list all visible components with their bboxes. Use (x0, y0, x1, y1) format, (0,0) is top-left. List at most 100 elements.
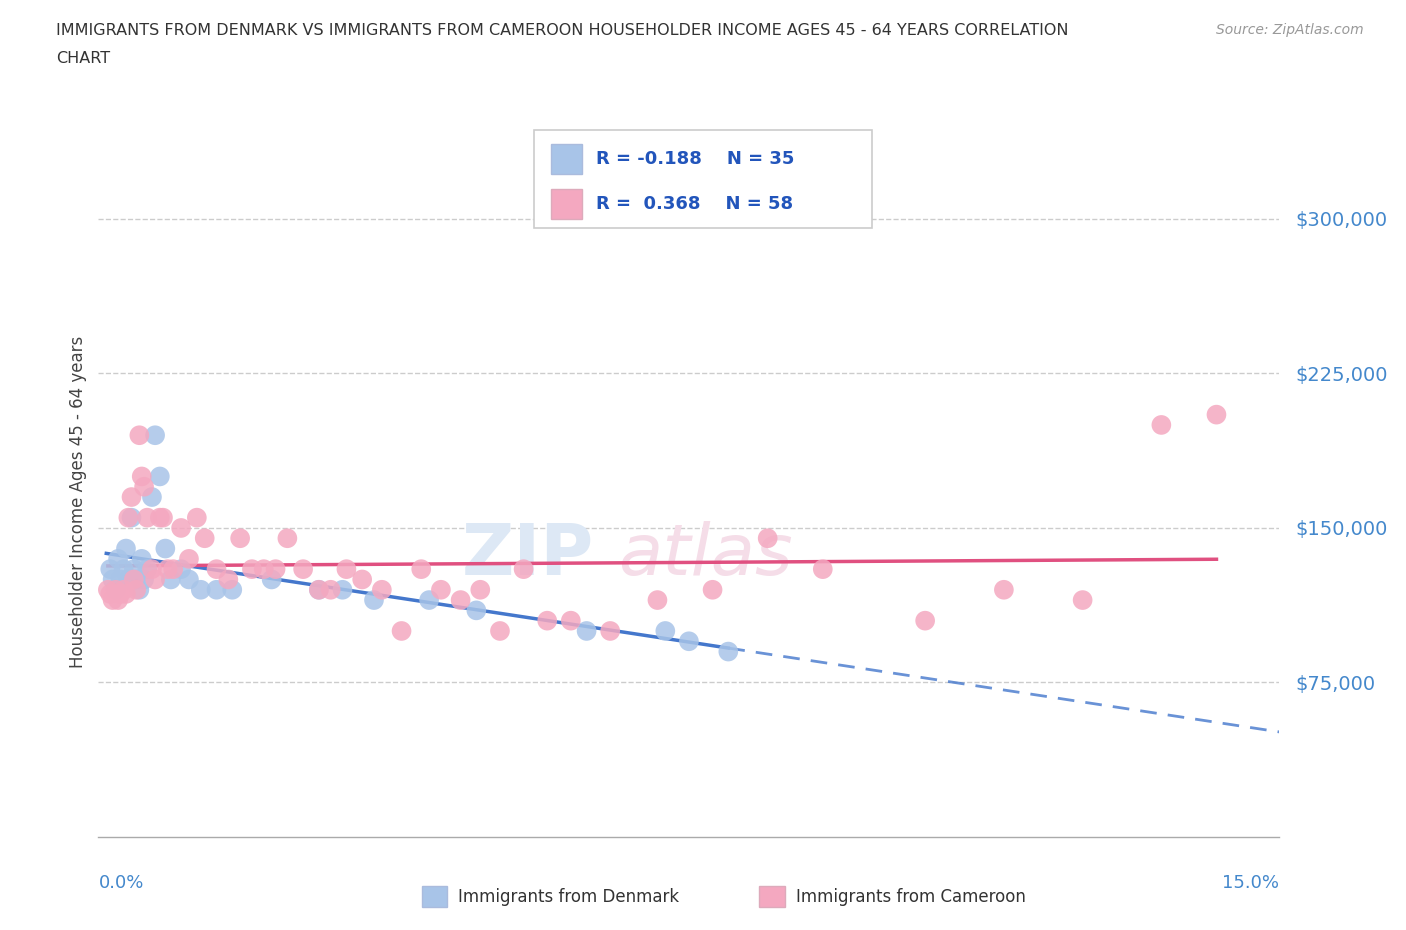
Point (308, 582, 330, 597)
Point (292, 562, 315, 577)
Point (335, 562, 357, 577)
Y-axis label: Householder Income Ages 45 - 64 years: Householder Income Ages 45 - 64 years (69, 336, 87, 669)
Point (136, 562, 159, 577)
Point (170, 521, 193, 536)
Point (205, 582, 228, 597)
Point (107, 592, 129, 607)
Point (560, 613, 582, 628)
Point (110, 587, 132, 602)
Point (152, 511, 174, 525)
Point (489, 623, 512, 638)
Point (470, 582, 492, 597)
Point (132, 572, 155, 587)
Point (678, 634, 700, 649)
Text: R = -0.188    N = 35: R = -0.188 N = 35 (596, 150, 794, 168)
Point (170, 562, 193, 577)
Point (1071, 592, 1094, 607)
Point (332, 582, 354, 597)
Point (186, 511, 208, 525)
Text: atlas: atlas (619, 522, 793, 591)
Point (217, 572, 239, 587)
Point (229, 531, 252, 546)
Point (811, 562, 834, 577)
Point (363, 592, 385, 607)
Point (160, 572, 183, 587)
Point (141, 489, 163, 504)
Text: IMMIGRANTS FROM DENMARK VS IMMIGRANTS FROM CAMEROON HOUSEHOLDER INCOME AGES 45 -: IMMIGRANTS FROM DENMARK VS IMMIGRANTS FR… (56, 23, 1069, 38)
Point (112, 582, 135, 597)
Point (194, 531, 217, 546)
Text: ZIP: ZIP (463, 522, 595, 591)
Point (654, 623, 676, 638)
Point (104, 582, 127, 597)
Point (117, 511, 139, 525)
Text: Immigrants from Denmark: Immigrants from Denmark (458, 887, 679, 906)
Point (308, 582, 330, 597)
Point (465, 603, 488, 618)
Point (391, 623, 413, 638)
Text: 15.0%: 15.0% (1222, 874, 1279, 892)
Point (352, 572, 374, 587)
Point (411, 562, 433, 577)
Point (131, 551, 153, 566)
Point (260, 572, 283, 587)
Point (205, 562, 228, 577)
Point (136, 511, 159, 525)
Point (128, 582, 150, 597)
Point (143, 572, 166, 587)
Text: CHART: CHART (56, 51, 110, 66)
Point (1205, 407, 1227, 422)
Point (121, 489, 143, 504)
Point (104, 582, 127, 597)
Point (122, 562, 145, 577)
Point (914, 613, 936, 628)
Point (115, 587, 138, 602)
Point (371, 582, 394, 597)
Point (101, 572, 124, 587)
Point (141, 562, 163, 577)
Point (177, 572, 200, 587)
Text: Immigrants from Cameroon: Immigrants from Cameroon (796, 887, 1025, 906)
Point (276, 531, 298, 546)
Point (756, 531, 779, 546)
Point (131, 469, 153, 484)
Point (101, 592, 124, 607)
Point (112, 562, 135, 577)
Point (253, 562, 276, 577)
Point (155, 541, 177, 556)
Point (110, 572, 132, 587)
Point (156, 562, 179, 577)
Point (536, 613, 558, 628)
Point (993, 582, 1015, 597)
Point (128, 428, 150, 443)
Point (149, 469, 172, 484)
Point (177, 551, 200, 566)
Point (647, 592, 669, 607)
Point (512, 562, 534, 577)
Point (1150, 418, 1173, 432)
Point (575, 623, 598, 638)
Point (122, 572, 145, 587)
Point (115, 541, 138, 556)
Point (717, 644, 740, 659)
Text: 0.0%: 0.0% (98, 874, 143, 892)
Point (98, 587, 121, 602)
Point (125, 582, 148, 597)
Text: R =  0.368    N = 58: R = 0.368 N = 58 (596, 194, 793, 213)
Point (121, 511, 143, 525)
Point (430, 582, 453, 597)
Text: Source: ZipAtlas.com: Source: ZipAtlas.com (1216, 23, 1364, 37)
Point (450, 592, 472, 607)
Point (117, 572, 139, 587)
Point (143, 428, 166, 443)
Point (240, 562, 263, 577)
Point (702, 582, 724, 597)
Point (418, 592, 440, 607)
Point (162, 562, 184, 577)
Point (107, 551, 129, 566)
Point (599, 623, 621, 638)
Point (319, 582, 342, 597)
Point (221, 582, 243, 597)
Point (97, 582, 120, 597)
Point (264, 562, 287, 577)
